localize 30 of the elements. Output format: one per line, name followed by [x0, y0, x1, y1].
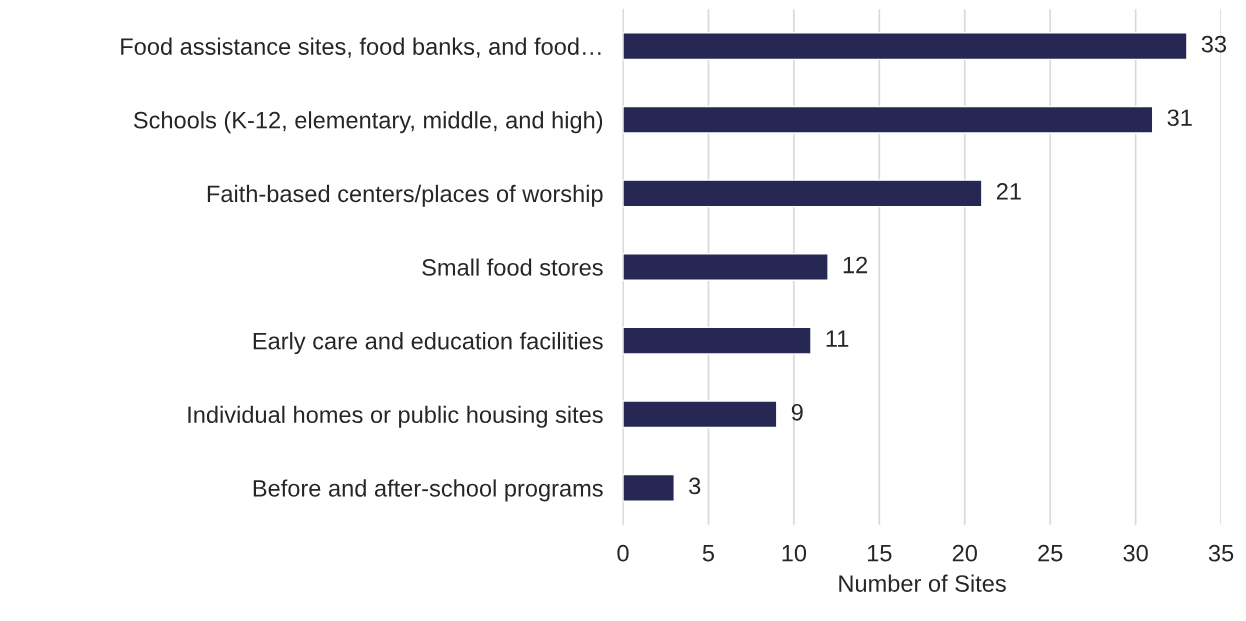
x-tick-label: 15	[867, 545, 892, 562]
x-tick-label: 0	[617, 544, 629, 562]
y-tick-label: Small food stores	[422, 258, 603, 276]
data-label: 12	[843, 256, 868, 274]
x-tick-label: 35	[1208, 544, 1234, 562]
bar	[623, 326, 812, 355]
x-tick-label: 25	[1038, 544, 1063, 562]
bar	[623, 179, 983, 208]
x-tick-label: 20	[952, 544, 977, 562]
bar	[623, 32, 1188, 61]
y-tick-label: Before and after-school programs	[253, 479, 603, 502]
data-label: 11	[826, 330, 849, 347]
data-label: 31	[1167, 109, 1192, 127]
y-tick-label: Individual homes or public housing sites	[188, 405, 603, 428]
x-tick-label: 10	[782, 544, 807, 562]
bar	[623, 473, 675, 502]
bar	[623, 105, 1154, 134]
data-label: 9	[791, 403, 803, 421]
y-tick-label: Early care and education facilities	[253, 332, 603, 355]
data-label: 21	[996, 183, 1021, 200]
y-tick-label: Food assistance sites, food banks, and food…	[121, 37, 601, 58]
x-tick-label: 30	[1123, 544, 1148, 562]
bar	[623, 400, 778, 429]
bar	[623, 253, 829, 281]
x-tick-label: 5	[702, 545, 715, 562]
data-label: 33	[1201, 35, 1227, 53]
y-tick-label: Schools (K-12, elementary, middle, and high)	[133, 111, 603, 134]
x-axis-title: Number of Sites	[839, 574, 1006, 592]
y-tick-label: Faith-based centers/places of worship	[207, 184, 603, 207]
data-label: 3	[689, 477, 701, 495]
